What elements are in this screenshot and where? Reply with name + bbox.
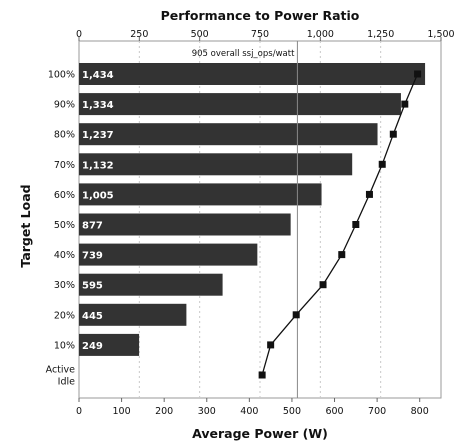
data-point xyxy=(258,371,266,379)
bottom-axis: 0 100 200 300 400 500 600 700 800 xyxy=(76,398,429,417)
data-point xyxy=(378,160,386,168)
bar-label: 1,132 xyxy=(82,160,114,171)
chart-title: Performance to Power Ratio xyxy=(161,8,360,23)
bar xyxy=(79,273,223,296)
data-point xyxy=(267,341,275,349)
bar-label: 445 xyxy=(82,311,103,322)
y-axis-label: Target Load xyxy=(18,184,33,267)
tick-label: 500 xyxy=(283,406,301,417)
bar xyxy=(79,213,291,236)
data-point xyxy=(365,190,373,198)
category-label: 60% xyxy=(54,190,75,201)
bar xyxy=(79,123,378,146)
category-axis: 100% 90% 80% 70% 60% 50% 40% 30% 20% 10% ActiveIdl… xyxy=(46,70,76,388)
tick-label: 600 xyxy=(325,406,343,417)
category-label: 80% xyxy=(54,130,75,141)
bar-label: 1,237 xyxy=(82,130,114,141)
bar xyxy=(79,63,426,85)
data-point xyxy=(414,70,422,78)
bars: 1,434 1,334 1,237 1,132 1,005 877 739 595 445 249 xyxy=(79,63,426,356)
overall-label: 905 overall ssj_ops/watt xyxy=(192,49,295,59)
category-label: 40% xyxy=(54,250,75,261)
bar xyxy=(79,303,187,326)
bar-label: 1,005 xyxy=(82,190,114,201)
bar-label: 1,334 xyxy=(82,100,114,111)
bar-label: 1,434 xyxy=(82,70,114,81)
data-point xyxy=(292,311,300,319)
category-label: 50% xyxy=(54,220,75,231)
data-point xyxy=(352,221,360,228)
tick-label: 1,500 xyxy=(427,29,454,40)
category-label: Active xyxy=(46,365,76,376)
tick-label: 1,000 xyxy=(307,29,334,40)
bar xyxy=(79,333,140,356)
category-label: Idle xyxy=(58,377,75,388)
bar xyxy=(79,93,401,116)
tick-label: 0 xyxy=(76,29,82,40)
tick-label: 750 xyxy=(251,29,269,40)
category-label: 20% xyxy=(54,310,75,321)
bar-label: 249 xyxy=(82,341,103,352)
category-label: 10% xyxy=(54,340,75,351)
category-label: 100% xyxy=(48,70,75,81)
category-label: 90% xyxy=(54,100,75,111)
category-label: 70% xyxy=(54,160,75,171)
bar xyxy=(79,243,258,266)
bar-label: 877 xyxy=(82,221,103,232)
data-point xyxy=(389,130,397,138)
data-point xyxy=(319,281,327,289)
tick-label: 800 xyxy=(411,406,429,417)
bar-label: 595 xyxy=(82,281,103,292)
tick-label: 500 xyxy=(191,29,209,40)
power-line xyxy=(258,70,422,379)
data-point xyxy=(338,251,346,259)
data-point xyxy=(401,100,409,108)
tick-label: 1,250 xyxy=(367,29,394,40)
bar-label: 739 xyxy=(82,251,103,262)
tick-label: 400 xyxy=(240,406,258,417)
x-axis-label: Average Power (W) xyxy=(192,426,328,441)
bar xyxy=(79,153,353,176)
tick-label: 100 xyxy=(113,406,131,417)
category-label: 30% xyxy=(54,280,75,291)
tick-label: 200 xyxy=(155,406,173,417)
bar xyxy=(79,183,322,206)
tick-label: 300 xyxy=(198,406,216,417)
tick-label: 250 xyxy=(130,29,148,40)
tick-label: 700 xyxy=(368,406,386,417)
overall-marker: 905 overall ssj_ops/watt xyxy=(192,41,298,398)
tick-label: 0 xyxy=(76,406,82,417)
top-axis: 0 250 500 750 1,000 1,250 1,500 xyxy=(76,29,455,41)
